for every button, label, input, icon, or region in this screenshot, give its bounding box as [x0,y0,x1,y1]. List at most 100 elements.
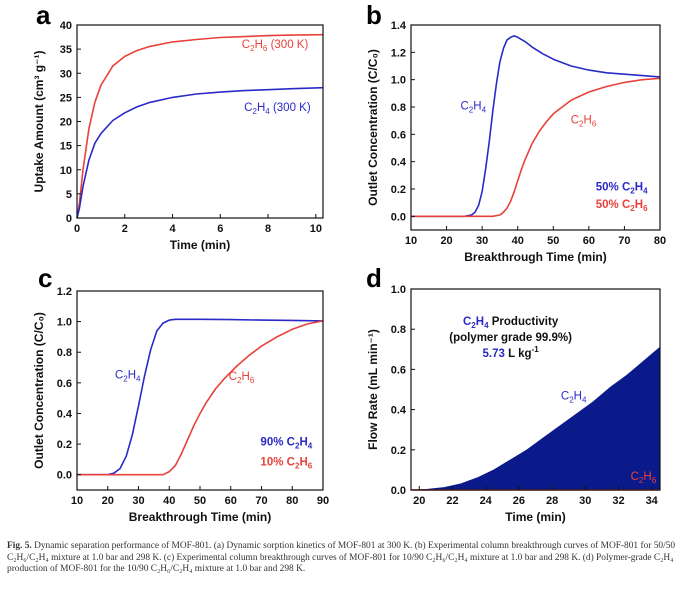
x-tick-label: 60 [225,495,237,507]
series-label-b-1: C2H6 [571,114,597,128]
x-tick-label: 30 [132,495,144,507]
y-axis-label-d: Flow Rate (mL min⁻¹) [366,329,380,450]
x-tick-label: 80 [654,235,666,247]
x-axis-label-d: Time (min) [505,510,565,524]
series-label-c-2: 90% C2H4 [260,437,312,451]
y-tick-label: 0.0 [391,211,406,223]
y-tick-label: 0.8 [391,102,406,114]
x-tick-label: 32 [612,495,624,507]
y-tick-label: 25 [60,92,72,104]
x-tick-label: 2 [122,223,128,235]
x-tick-label: 24 [480,495,493,507]
panel-c: c 10 20 30 40 50 60 70 80 90 0.0 0.2 0.4 0.6 0.8 1.0 1.2… [32,263,329,524]
x-tick-label: 40 [512,235,524,247]
y-axis-label-c: Outlet Concentration (C/C₀) [32,312,46,469]
x-tick-label: 4 [169,223,176,235]
panel-label-a: a [36,0,51,30]
x-tick-label: 10 [405,235,417,247]
y-tick-label: 35 [60,44,72,56]
series-label-c-3: 10% C2H6 [260,457,312,471]
x-tick-label: 80 [286,495,298,507]
x-tick-label: 34 [646,495,659,507]
x-tick-label: 60 [583,235,595,247]
series-label-d-0: C2H4 [561,391,587,405]
x-tick-label: 20 [440,235,452,247]
line-series-c2h6 [411,77,661,218]
y-tick-label: 5 [66,189,72,201]
series-label-a-0: C2H6 (300 K) [242,39,309,53]
series-label-c-0: C2H4 [115,369,141,383]
x-tick-label: 50 [547,235,559,247]
x-axis-label-b: Breakthrough Time (min) [464,250,606,264]
x-axis-label-a: Time (min) [170,238,230,252]
plot-frame-b [410,24,661,231]
caption-label: Fig. 5. [7,541,32,551]
x-tick-label: 10 [71,495,83,507]
y-tick-label: 1.0 [391,75,406,87]
y-tick-label: 1.0 [391,284,406,296]
x-tick-label: 20 [413,495,425,507]
series-label-b-2: 50% C2H4 [596,181,648,195]
y-tick-label: 0.6 [391,364,406,376]
figure-caption: Fig. 5. Dynamic separation performance o… [7,541,689,576]
y-tick-label: 0.2 [57,439,72,451]
y-tick-label: 10 [60,165,72,177]
series-label-a-1: C2H4 (300 K) [244,102,311,116]
x-tick-label: 70 [618,235,630,247]
y-tick-label: 1.2 [391,47,406,59]
series-label-b-0: C2H4 [460,101,486,115]
productivity-title: C2H4 Productivity [463,316,559,330]
y-tick-label: 15 [60,141,72,153]
panel-label-c: c [38,263,52,293]
x-tick-label: 8 [265,223,271,235]
x-tick-label: 90 [317,495,329,507]
panel-a: a 0 2 4 6 8 10 0 5 10 15 20 25 30 35 40 Time (min) Uptake… [32,0,324,252]
y-tick-label: 1.0 [57,317,72,329]
y-tick-label: 0.0 [391,485,406,497]
line-series-c2h4 [77,318,324,476]
y-tick-label: 0.8 [57,347,72,359]
x-tick-label: 26 [513,495,525,507]
x-tick-label: 20 [102,495,114,507]
x-tick-label: 30 [579,495,591,507]
y-tick-label: 1.2 [57,286,72,298]
x-tick-label: 10 [310,223,322,235]
y-axis-label-a: Uptake Amount (cm³ g⁻¹) [32,51,46,193]
y-tick-label: 1.4 [391,20,407,32]
panel-d: d 20 22 24 26 28 30 32 34 0.0 0.2 0.4 0.6 0.8 1.0 Time … [366,263,661,524]
y-tick-label: 0.6 [391,129,406,141]
x-tick-label: 28 [546,495,558,507]
y-tick-label: 0.8 [391,324,406,336]
y-tick-label: 20 [60,117,72,129]
x-tick-label: 0 [74,223,80,235]
x-tick-label: 70 [255,495,267,507]
panel-label-d: d [366,263,382,293]
panel-label-b: b [366,0,382,30]
productivity-value: 5.73 L kg-1 [483,345,540,360]
x-tick-label: 40 [163,495,175,507]
y-tick-label: 30 [60,68,72,80]
line-series-c2h6-300-k- [76,33,324,219]
line-series-c2h4 [411,35,661,218]
y-tick-label: 0.4 [391,405,407,417]
y-axis-label-b: Outlet Concentration (C/C₀) [366,49,380,206]
series-label-c-1: C2H6 [229,371,255,385]
series-label-b-3: 50% C2H6 [596,199,648,213]
y-tick-label: 0.6 [57,378,72,390]
line-series-c2h6 [77,320,324,476]
x-tick-label: 6 [217,223,223,235]
plot-frame-d [410,288,661,491]
y-tick-label: 0 [66,213,72,225]
y-tick-label: 0.4 [57,408,73,420]
productivity-grade: (polymer grade 99.9%) [449,332,572,344]
y-tick-label: 40 [60,20,72,32]
x-tick-label: 50 [194,495,206,507]
y-tick-label: 0.2 [391,184,406,196]
y-tick-label: 0.2 [391,445,406,457]
caption-text: Dynamic separation performance of MOF-80… [7,541,676,575]
x-tick-label: 22 [446,495,458,507]
x-tick-label: 30 [476,235,488,247]
x-axis-label-c: Breakthrough Time (min) [129,510,271,524]
panel-b: b 10 20 30 40 50 60 70 80 0.0 0.2 0.4 0.6 0.8 1.0 1.2 1.… [366,0,666,264]
